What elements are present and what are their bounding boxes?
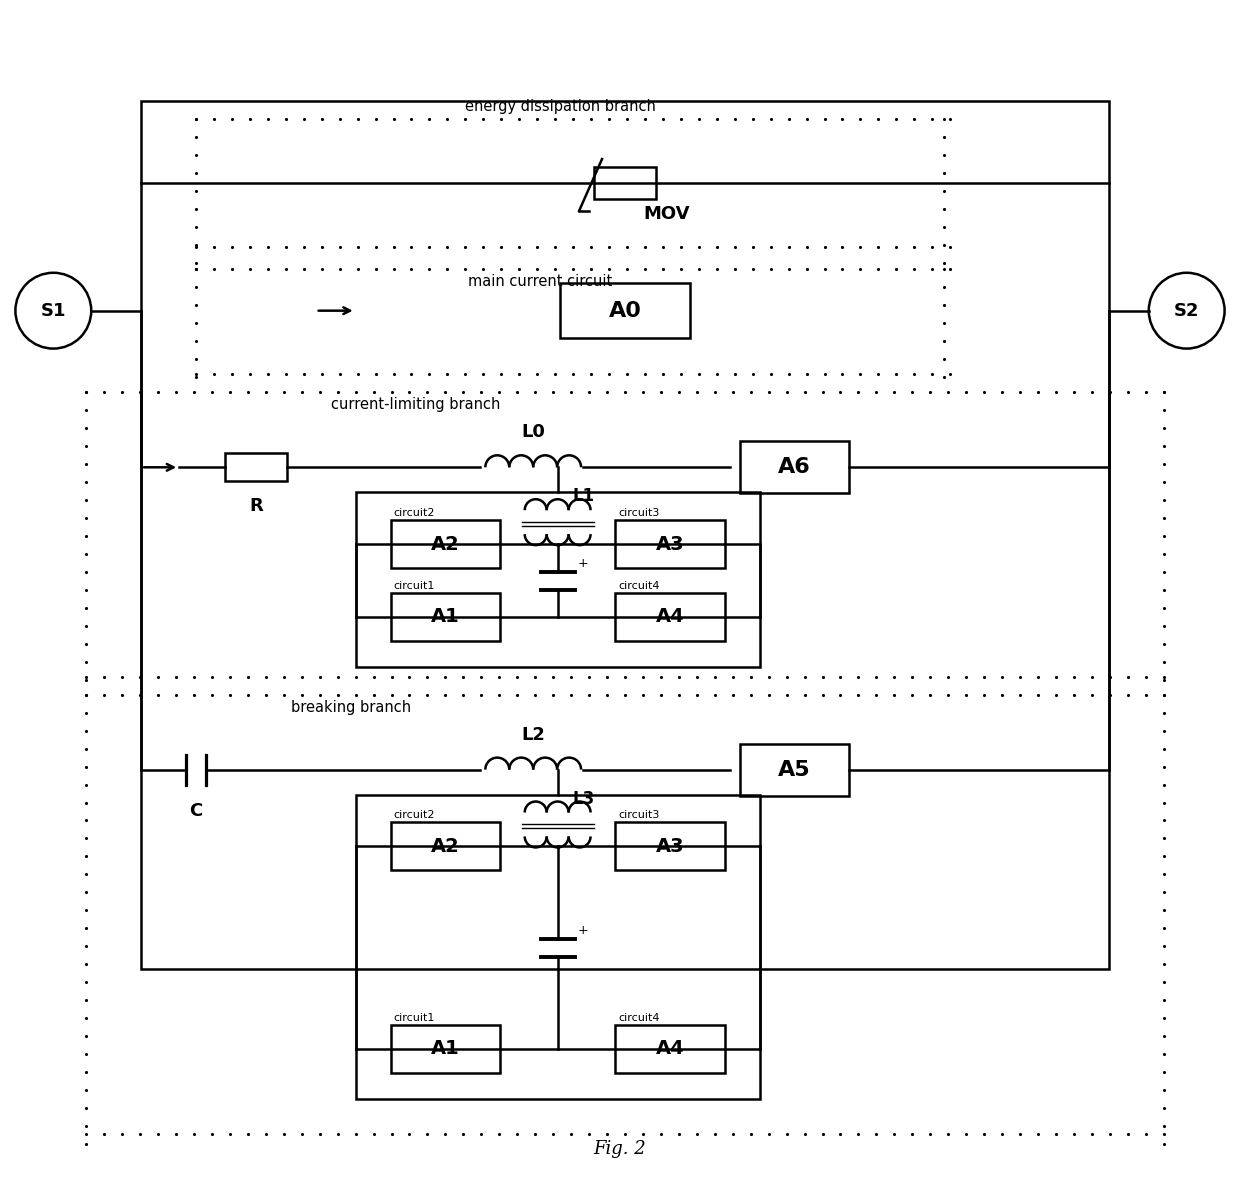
Text: A5: A5 [779,760,811,779]
Bar [391,520,500,568]
Bar [141,102,1109,969]
Text: circuit4: circuit4 [618,581,660,592]
Text: A6: A6 [779,458,811,477]
Text: A1: A1 [432,1040,460,1059]
Text: A2: A2 [432,836,460,856]
Text: R: R [249,497,263,515]
Text: +: + [578,557,588,570]
Bar [224,453,286,482]
Bar [391,593,500,641]
Bar [615,593,724,641]
Text: L2: L2 [521,725,546,743]
Text: current-limiting branch: current-limiting branch [331,398,500,412]
Text: breaking branch: breaking branch [290,700,410,715]
Text: circuit1: circuit1 [393,581,435,592]
Text: S2: S2 [1174,301,1199,320]
Circle shape [1148,272,1225,349]
Text: circuit1: circuit1 [393,1013,435,1023]
Text: energy dissipation branch: energy dissipation branch [465,99,656,115]
Text: circuit2: circuit2 [393,508,435,519]
Text: A2: A2 [432,534,460,553]
Bar [615,520,724,568]
Bar [594,167,656,198]
Text: S1: S1 [41,301,66,320]
Text: C: C [190,802,202,820]
Text: +: + [578,924,588,937]
Text: circuit3: circuit3 [618,810,660,821]
Bar [740,441,849,494]
Text: main current circuit: main current circuit [467,274,613,289]
Bar [615,822,724,870]
Text: A0: A0 [609,301,641,320]
Text: MOV: MOV [644,204,689,223]
Text: Fig. 2: Fig. 2 [594,1140,646,1158]
Bar [391,822,500,870]
Circle shape [15,272,92,349]
Text: A3: A3 [656,836,684,856]
Text: A3: A3 [656,534,684,553]
Text: circuit2: circuit2 [393,810,435,821]
Bar [560,283,689,338]
Text: A1: A1 [432,607,460,626]
Text: circuit4: circuit4 [618,1013,660,1023]
Text: circuit3: circuit3 [618,508,660,519]
Bar [391,1025,500,1073]
Text: A4: A4 [656,1040,684,1059]
Bar [356,795,760,1099]
Text: L3: L3 [573,790,595,808]
Text: L0: L0 [521,423,546,441]
Bar [356,492,760,667]
Text: A4: A4 [656,607,684,626]
Bar [615,1025,724,1073]
Bar [740,743,849,796]
Text: L1: L1 [573,488,595,505]
